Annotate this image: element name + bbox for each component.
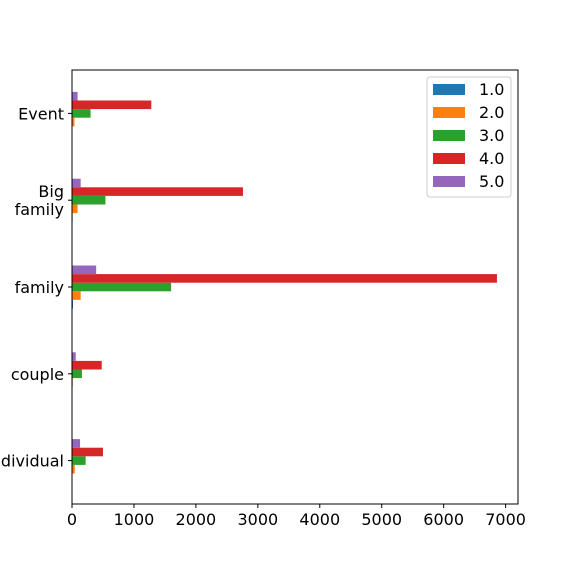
bar-4.0-family: [72, 274, 497, 283]
x-axis: 0 1000 2000 3000 4000 5000 6000 7000: [67, 504, 526, 529]
x-tick-label: 2000: [176, 510, 217, 529]
legend-swatch: [433, 153, 465, 164]
y-tick-label: Event: [18, 104, 64, 123]
bar-2.0-family: [72, 291, 81, 300]
plot-frame: [71, 69, 519, 505]
legend: 1.0 2.0 3.0 4.0 5.0: [426, 76, 512, 198]
bar-4.0-couple: [72, 360, 102, 370]
y-tick-label: couple: [11, 365, 64, 384]
y-tick-label: individual: [0, 452, 64, 471]
legend-label: 5.0: [479, 172, 504, 191]
bar-3.0-couple: [72, 369, 82, 379]
x-tick-label: 4000: [299, 510, 340, 529]
legend-swatch: [433, 84, 465, 95]
legend-label: 4.0: [479, 149, 504, 168]
legend-label: 3.0: [479, 126, 504, 145]
bar-5.0-family: [72, 265, 97, 275]
bar-2.0-individual: [72, 464, 75, 474]
bar-3.0-big-family: [72, 195, 106, 205]
x-tick-label: 0: [67, 510, 77, 529]
legend-label: 2.0: [479, 103, 504, 122]
legend-swatch: [433, 107, 465, 118]
x-tick-label: 1000: [114, 510, 155, 529]
x-tick-label: 3000: [237, 510, 278, 529]
bar-3.0-event: [72, 109, 91, 118]
bar-4.0-event: [72, 100, 152, 110]
bar-2.0-event: [72, 117, 75, 127]
bar-3.0-individual: [72, 456, 86, 465]
legend-swatch: [433, 130, 465, 141]
bar-5.0-big-family: [72, 178, 81, 188]
bars-group: [72, 91, 497, 483]
y-tick-label: family: [15, 278, 64, 297]
bar-4.0-individual: [72, 447, 103, 457]
bar-5.0-individual: [72, 439, 81, 448]
x-tick-label: 5000: [361, 510, 402, 529]
bar-3.0-family: [72, 282, 172, 292]
x-tick-label: 6000: [423, 510, 464, 529]
x-tick-label: 7000: [485, 510, 526, 529]
legend-label: 1.0: [479, 80, 504, 99]
bar-4.0-big-family: [72, 187, 243, 196]
bar-5.0-couple: [72, 352, 76, 361]
legend-swatch: [433, 176, 465, 187]
y-tick-label: Big family: [15, 182, 64, 219]
bar-2.0-big-family: [72, 204, 78, 214]
bar-5.0-event: [72, 91, 78, 101]
